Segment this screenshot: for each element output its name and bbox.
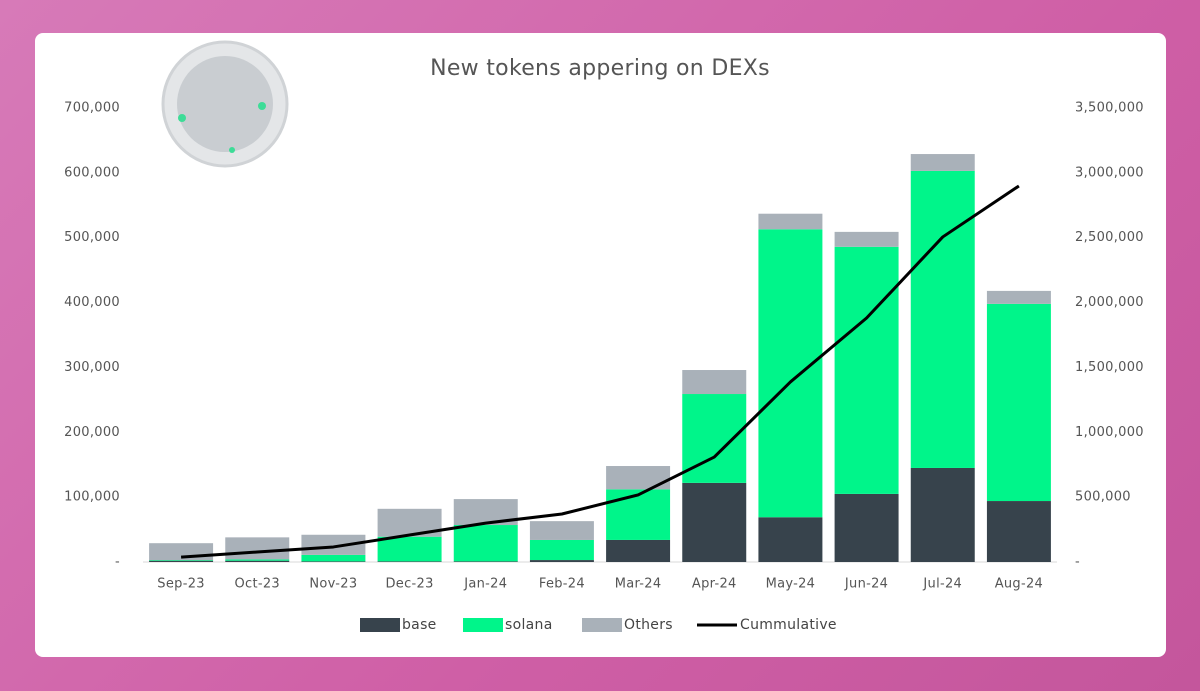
x-tick-label: May-24 <box>766 577 816 592</box>
bar-segment <box>301 534 366 555</box>
cumulative-line <box>180 184 1020 559</box>
y2-tick-label: 1,500,000 <box>1075 360 1144 375</box>
bar-segment <box>682 482 747 562</box>
bar-segment <box>301 561 366 562</box>
bar-segment <box>758 213 823 230</box>
logo-dot <box>178 114 186 122</box>
bar-segment <box>377 536 442 562</box>
bar-segment <box>529 560 594 562</box>
bar-segment <box>834 493 899 562</box>
y-tick-label: - <box>115 555 120 570</box>
x-tick-label: Feb-24 <box>539 577 585 592</box>
y-tick-label: 200,000 <box>64 425 120 440</box>
x-tick-label: Mar-24 <box>615 577 662 592</box>
bar-segment <box>529 539 594 561</box>
bar-segment <box>986 501 1051 562</box>
y-tick-label: 600,000 <box>64 165 120 180</box>
bar-segment <box>910 170 975 468</box>
x-tick-label: Jun-24 <box>844 577 888 592</box>
bar-segment <box>606 489 671 540</box>
y-tick-label: 400,000 <box>64 295 120 310</box>
x-tick-label: Apr-24 <box>692 577 737 592</box>
y2-tick-label: 2,500,000 <box>1075 230 1144 245</box>
y-tick-label: 300,000 <box>64 360 120 375</box>
bar-segment <box>301 554 366 562</box>
x-tick-label: Sep-23 <box>157 577 205 592</box>
chart-title: New tokens appering on DEXs <box>430 56 770 81</box>
bar-segment <box>910 154 975 171</box>
legend-swatch <box>582 618 622 632</box>
bar-segment <box>986 303 1051 502</box>
y-tick-label: 700,000 <box>64 101 120 116</box>
y-tick-label: 100,000 <box>64 490 120 505</box>
bar-segment <box>225 559 290 561</box>
bar-segment <box>453 561 518 562</box>
bar-segment <box>606 539 671 562</box>
y2-tick-label: 3,000,000 <box>1075 165 1144 180</box>
legend-label: solana <box>505 617 553 633</box>
bar-segment <box>682 370 747 395</box>
legend-swatch <box>360 618 400 632</box>
y2-tick-label: 2,000,000 <box>1075 295 1144 310</box>
logo-dot <box>229 147 235 153</box>
y-tick-label: 500,000 <box>64 230 120 245</box>
legend-label: Cummulative <box>740 617 837 633</box>
bar-segment <box>453 525 518 562</box>
bar-segment <box>149 560 214 562</box>
bar-segment <box>834 246 899 494</box>
x-tick-label: Dec-23 <box>385 577 433 592</box>
legend-swatch <box>463 618 503 632</box>
x-tick-label: Aug-24 <box>995 577 1043 592</box>
bar-segment <box>225 537 290 560</box>
bar-segment <box>606 466 671 490</box>
y2-tick-label: 3,500,000 <box>1075 101 1144 116</box>
legend-label: Others <box>624 617 673 633</box>
bar-segment <box>149 560 214 561</box>
bar-segment <box>758 229 823 518</box>
x-tick-label: Oct-23 <box>234 577 280 592</box>
y2-tick-label: 500,000 <box>1075 490 1131 505</box>
bar-segment <box>225 560 290 562</box>
legend-label: base <box>402 617 437 633</box>
x-tick-label: Nov-23 <box>309 577 357 592</box>
y2-tick-label: 1,000,000 <box>1075 425 1144 440</box>
x-tick-label: Jul-24 <box>922 577 962 592</box>
bar-segment <box>910 467 975 562</box>
bar-segment <box>377 561 442 562</box>
y2-tick-label: - <box>1075 555 1080 570</box>
bar-segment <box>149 543 214 561</box>
logo <box>161 40 289 168</box>
x-tick-label: Jan-24 <box>463 577 507 592</box>
bar-segment <box>529 521 594 540</box>
logo-dot <box>258 102 266 110</box>
bar-segment <box>834 231 899 247</box>
bar-segment <box>986 290 1051 304</box>
bar-segment <box>758 517 823 562</box>
logo-face <box>177 56 273 152</box>
